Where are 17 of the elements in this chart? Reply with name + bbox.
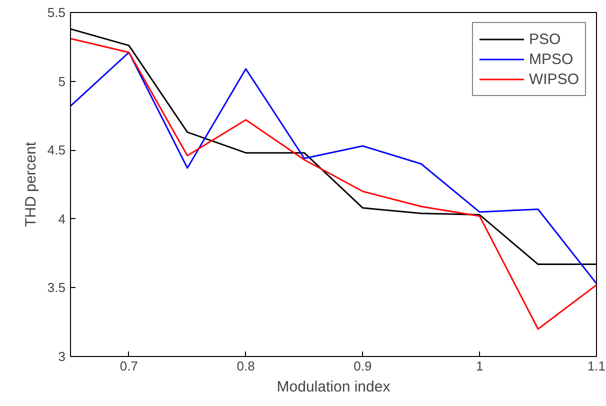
- x-tick-label: 0.8: [236, 358, 255, 374]
- y-tick-label: 5: [58, 74, 66, 89]
- x-tick-label: 1.1: [587, 358, 606, 374]
- legend-label: PSO: [528, 30, 561, 49]
- y-tick-label: 5.5: [47, 5, 66, 20]
- y-tick-label: 3.5: [47, 280, 66, 296]
- legend-label: WIPSO: [528, 70, 579, 89]
- line-series: [70, 52, 596, 284]
- y-axis-title: THD percent: [22, 141, 40, 228]
- x-tick-label: 0.9: [354, 358, 372, 374]
- y-tick-label: 4: [58, 211, 66, 226]
- y-tick-label: 4.5: [47, 142, 66, 158]
- x-tick-label: 1: [476, 358, 484, 374]
- y-tick-label: 3: [58, 349, 66, 364]
- x-tick-label: 0.7: [120, 358, 138, 374]
- x-axis-title: Modulation index: [276, 378, 391, 396]
- legend-label: MPSO: [528, 50, 574, 69]
